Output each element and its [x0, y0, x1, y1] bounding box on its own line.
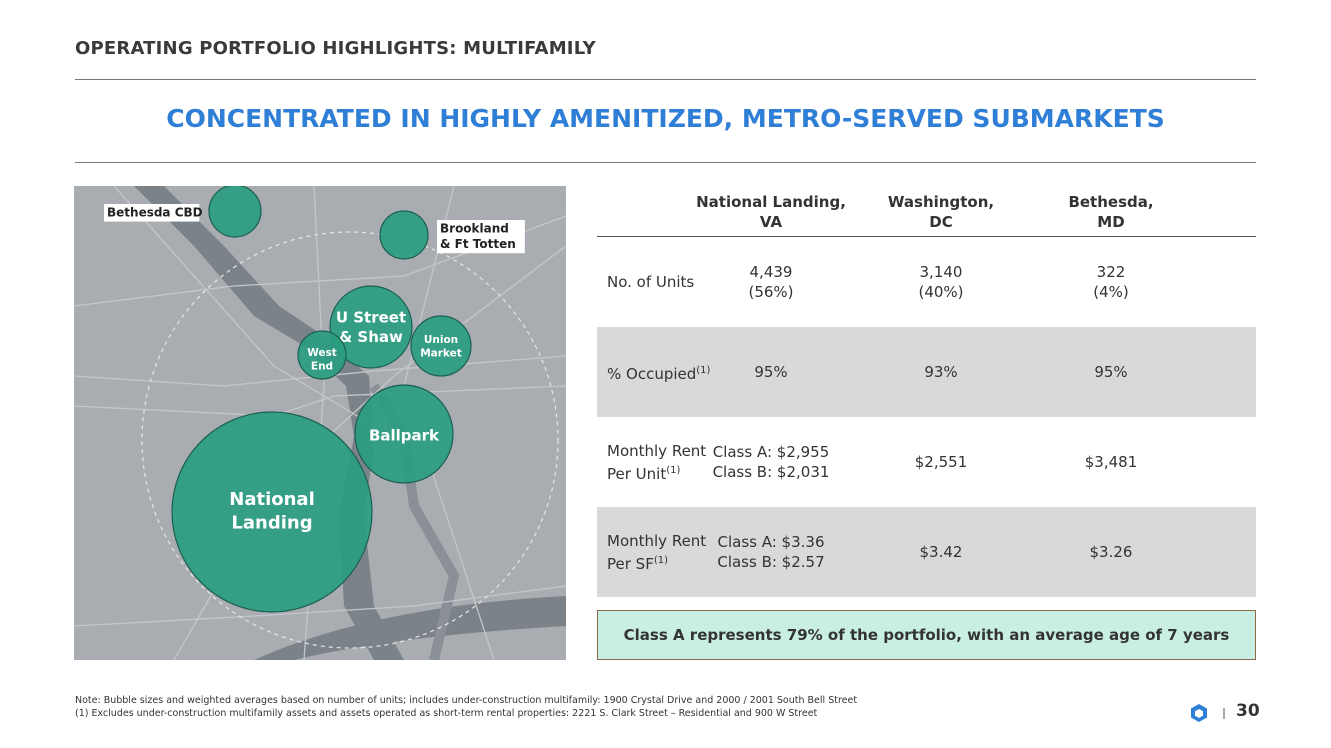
footnote-ref: (1) [653, 554, 668, 566]
column-header: National Landing, VA [691, 186, 851, 236]
cell-line: $3,481 [1084, 453, 1138, 471]
cell-line: Class B: $2,031 [712, 463, 830, 481]
column-header: Washington, DC [861, 186, 1021, 236]
bubble-label: Bethesda CBD [107, 206, 203, 220]
table-header: National Landing, VA Washington, DC Bethesda… [597, 186, 1256, 237]
table-cell: $2,551 [861, 417, 1021, 507]
header-line: National Landing, [696, 193, 846, 211]
table-cell: 93% [861, 327, 1021, 417]
label-line: % Occupied(1) [607, 361, 710, 384]
divider [75, 162, 1256, 163]
header-line: MD [1097, 213, 1125, 231]
table-cell: Class A: $3.36 Class B: $2.57 [691, 507, 851, 597]
table-cell: Class A: $2,955 Class B: $2,031 [691, 417, 851, 507]
footnote-ref: (1) [666, 464, 681, 476]
bubble-label: Brookland [440, 222, 509, 236]
cell-line: $3.26 [1089, 543, 1133, 561]
cell-line: Class A: $3.36 [717, 533, 825, 551]
cell-line: $3.42 [919, 543, 963, 561]
cell-line: (56%) [748, 283, 794, 301]
label-text: Monthly Rent [607, 531, 707, 550]
bubble-label: Landing [231, 512, 312, 533]
label-text: No. of Units [607, 273, 695, 291]
label-line: Per SF(1) [607, 551, 668, 574]
table-cell: $3.42 [861, 507, 1021, 597]
table-row: % Occupied(1) 95% 93% 95% [597, 327, 1256, 417]
bubble [354, 384, 454, 484]
cell-line: (4%) [1093, 283, 1129, 301]
table-cell: 95% [1031, 327, 1191, 417]
cell-line: 322 [1096, 263, 1126, 281]
header-line: DC [929, 213, 953, 231]
table-row: No. of Units 4,439 (56%) 3,140 (40%) 322 (4%) [597, 237, 1256, 327]
label-box [437, 220, 525, 254]
bubble-label: Ballpark [369, 427, 440, 445]
footnotes: Note: Bubble sizes and weighted averages… [75, 694, 857, 720]
footnote: Note: Bubble sizes and weighted averages… [75, 695, 858, 706]
label-line: Monthly Rent [607, 531, 706, 551]
cell-line: 4,439 [749, 263, 793, 281]
bubble-label: National [229, 489, 314, 510]
page-number: 30 [1236, 701, 1260, 721]
callout: Class A represents 79% of the portfolio,… [597, 610, 1256, 660]
table-cell: 4,439 (56%) [691, 237, 851, 327]
label-text: Monthly Rent [607, 441, 707, 460]
label-text: Per Unit [607, 464, 667, 483]
table-row: Monthly Rent Per SF(1) Class A: $3.36 Class… [597, 507, 1256, 597]
cell-line: (40%) [918, 283, 964, 301]
bubble [379, 210, 429, 260]
bubble-label: U Street [336, 309, 406, 327]
footnote: (1) Excludes under-construction multifam… [75, 708, 818, 719]
table-cell: $3.26 [1031, 507, 1191, 597]
row-label: % Occupied(1) [607, 327, 710, 417]
cell-line: Class A: $2,955 [712, 443, 830, 461]
table-cell: $3,481 [1031, 417, 1191, 507]
bubble-label: & Ft Totten [440, 237, 516, 251]
cell-line: $2,551 [914, 453, 968, 471]
label-text: % Occupied [607, 364, 697, 383]
header-line: Bethesda, [1068, 193, 1154, 211]
divider [75, 79, 1256, 80]
row-label: No. of Units [607, 237, 694, 327]
bubble-label: Union [424, 334, 458, 346]
bubble-label: Market [420, 348, 462, 360]
bubble [329, 285, 413, 369]
bubble-label: End [311, 361, 333, 373]
bubble [297, 330, 347, 380]
cell-line: 95% [1094, 363, 1128, 381]
cell-line: 3,140 [919, 263, 963, 281]
table-cell: 3,140 (40%) [861, 237, 1021, 327]
bubble [410, 315, 472, 377]
label-line: Monthly Rent [607, 441, 706, 461]
label-text: Per SF [607, 554, 654, 573]
header-line: VA [759, 213, 783, 231]
cell-line: Class B: $2.57 [717, 553, 825, 571]
cell-line: 95% [754, 363, 788, 381]
table-cell: 95% [691, 327, 851, 417]
row-label: Monthly Rent Per SF(1) [607, 507, 706, 597]
header-line: Washington, [887, 193, 995, 211]
column-header: Bethesda, MD [1031, 186, 1191, 236]
bubble-label: & Shaw [339, 328, 403, 346]
portfolio-table: National Landing, VA Washington, DC Bethesda… [597, 186, 1256, 597]
bubble [208, 186, 262, 238]
subtitle: CONCENTRATED IN HIGHLY AMENITIZED, METRO… [166, 104, 1165, 133]
bubble-label: West [307, 347, 337, 359]
cell-line: 93% [924, 363, 958, 381]
label-line: No. of Units [607, 272, 694, 292]
map: Bethesda CBD Brookland& Ft Totten U Street… [74, 186, 566, 660]
bubble [171, 411, 373, 613]
logo [1191, 704, 1225, 722]
row-label: Monthly Rent Per Unit(1) [607, 417, 706, 507]
slide-title: OPERATING PORTFOLIO HIGHLIGHTS: MULTIFAM… [75, 38, 596, 59]
table-row: Monthly Rent Per Unit(1) Class A: $2,955 Cl… [597, 417, 1256, 507]
label-box [104, 204, 200, 222]
table-cell: 322 (4%) [1031, 237, 1191, 327]
label-line: Per Unit(1) [607, 461, 680, 484]
footnote-ref: (1) [696, 364, 711, 376]
